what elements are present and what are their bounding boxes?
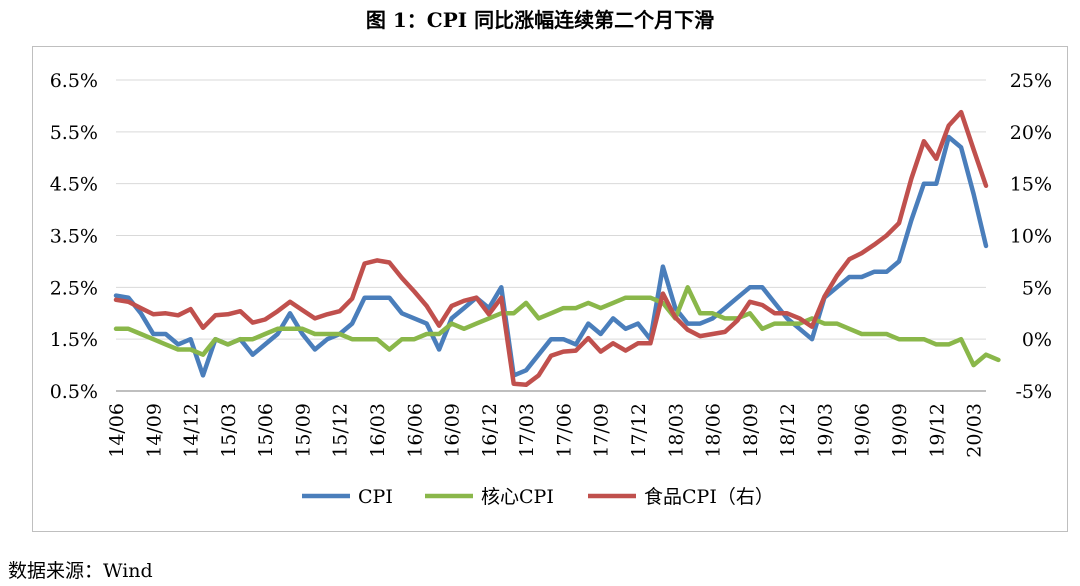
- x-tick-label: 14/09: [143, 403, 165, 458]
- y-left-tick-label: 0.5%: [50, 381, 98, 403]
- y-left-tick-label: 5.5%: [50, 122, 98, 144]
- y-right-tick-label: 25%: [1010, 70, 1052, 92]
- x-tick-label: 16/12: [479, 403, 501, 458]
- x-tick-label: 20/03: [964, 403, 986, 458]
- x-tick-label: 18/12: [777, 403, 799, 458]
- y-right-tick-label: 10%: [1010, 226, 1052, 248]
- x-tick-label: 14/06: [106, 403, 128, 458]
- chart-title: 图 1：CPI 同比涨幅连续第二个月下滑: [365, 8, 715, 32]
- x-tick-label: 14/12: [181, 403, 203, 458]
- x-tick-label: 18/09: [740, 403, 762, 458]
- x-tick-label: 17/03: [516, 403, 538, 458]
- y-left-tick-label: 2.5%: [50, 277, 98, 299]
- x-tick-label: 17/06: [553, 403, 575, 458]
- x-tick-label: 19/03: [814, 403, 836, 458]
- x-tick-label: 19/09: [889, 403, 911, 458]
- y-left-tick-label: 4.5%: [50, 174, 98, 196]
- x-tick-label: 15/03: [218, 403, 240, 458]
- x-tick-label: 17/09: [591, 403, 613, 458]
- series-line-1: [113, 285, 1001, 368]
- series-line-2: [113, 109, 989, 388]
- x-tick-label: 15/06: [255, 403, 277, 458]
- y-left-tick-label: 1.5%: [50, 329, 98, 351]
- y-right-tick-label: 0%: [1022, 329, 1052, 351]
- y-left-tick-label: 3.5%: [50, 226, 98, 248]
- x-tick-label: 15/12: [330, 403, 352, 458]
- y-right-tick-label: 15%: [1010, 174, 1052, 196]
- x-tick-label: 15/09: [292, 403, 314, 458]
- x-tick-label: 19/12: [926, 403, 948, 458]
- legend-label-2: 食品CPI（右）: [644, 486, 774, 508]
- y-left-tick-label: 6.5%: [50, 70, 98, 92]
- y-right-tick-label: -5%: [1015, 381, 1052, 403]
- series-line-0: [113, 134, 989, 378]
- x-tick-label: 18/03: [665, 403, 687, 458]
- x-tick-label: 18/06: [703, 403, 725, 458]
- x-tick-label: 16/03: [367, 403, 389, 458]
- legend-label-0: CPI: [358, 486, 393, 508]
- x-tick-label: 16/09: [442, 403, 464, 458]
- x-tick-label: 19/06: [852, 403, 874, 458]
- data-source: 数据来源：Wind: [8, 560, 153, 582]
- y-right-tick-label: 20%: [1010, 122, 1052, 144]
- y-right-tick-label: 5%: [1022, 277, 1052, 299]
- legend-label-1: 核心CPI: [481, 486, 554, 508]
- x-tick-label: 17/12: [628, 403, 650, 458]
- x-tick-label: 16/06: [404, 403, 426, 458]
- chart-frame: [32, 46, 1068, 532]
